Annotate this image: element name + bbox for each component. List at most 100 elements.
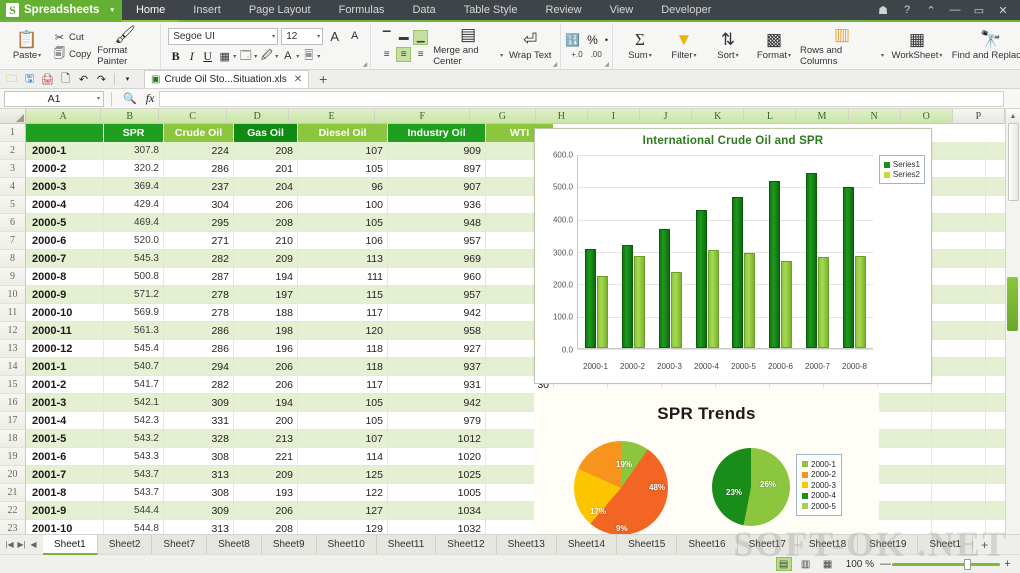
- sort-button[interactable]: ⇅ Sort ▾: [706, 23, 750, 69]
- cell-diesel-oil[interactable]: 129: [298, 520, 388, 534]
- cell-empty[interactable]: [878, 466, 932, 484]
- cell-industry-oil[interactable]: 1020: [388, 448, 486, 466]
- sheet-tab-sheet19[interactable]: Sheet19: [858, 535, 919, 554]
- grow-font-button[interactable]: A: [326, 28, 343, 45]
- cell-empty[interactable]: [932, 304, 986, 322]
- sum-button[interactable]: Σ Sum ▾: [618, 23, 662, 69]
- bar-group[interactable]: [695, 155, 719, 348]
- cell-gas-oil[interactable]: 200: [234, 412, 298, 430]
- cell-empty[interactable]: [986, 268, 1005, 286]
- row-header[interactable]: 8: [0, 250, 26, 268]
- cell-industry-oil[interactable]: 909: [388, 142, 486, 160]
- cell-period[interactable]: 2000-1: [26, 142, 104, 160]
- sheet-tab-sheet1[interactable]: Sheet1: [43, 535, 98, 555]
- cell-spr[interactable]: 543.2: [104, 430, 164, 448]
- select-all-button[interactable]: [0, 109, 26, 124]
- bar-series2[interactable]: [744, 253, 756, 348]
- bar-series2[interactable]: [781, 260, 793, 348]
- cell-empty[interactable]: [986, 160, 1005, 178]
- chevron-down-icon[interactable]: ▾: [110, 7, 114, 14]
- cell-crude-oil[interactable]: 286: [164, 340, 234, 358]
- worksheet-button[interactable]: ▦ WorkSheet ▾: [886, 23, 948, 69]
- tab-view[interactable]: View: [609, 4, 634, 16]
- align-left-icon[interactable]: ≡: [383, 49, 390, 60]
- cell-gas-oil[interactable]: 197: [234, 286, 298, 304]
- cell-empty[interactable]: [986, 250, 1005, 268]
- cell-empty[interactable]: [986, 502, 1005, 520]
- print-preview-icon[interactable]: 🗋: [61, 72, 70, 85]
- chevron-down-icon[interactable]: ▾: [275, 53, 279, 60]
- cell-empty[interactable]: [932, 376, 986, 394]
- chevron-down-icon[interactable]: ▾: [38, 53, 42, 59]
- cell-diesel-oil[interactable]: 96: [298, 178, 388, 196]
- minimize-icon[interactable]: —: [949, 4, 961, 16]
- sheet-tab-sheet8[interactable]: Sheet8: [207, 535, 262, 554]
- zoom-thumb[interactable]: [964, 558, 971, 570]
- customize-qat-icon[interactable]: ▾: [125, 76, 130, 83]
- cell-empty[interactable]: [932, 268, 986, 286]
- search-icon[interactable]: 🔍: [123, 93, 137, 105]
- cell-crude-oil[interactable]: 308: [164, 484, 234, 502]
- fill-color-icon[interactable]: 🖉: [260, 49, 273, 62]
- bold-button[interactable]: B: [171, 48, 180, 63]
- sheet-tab-sheet15[interactable]: Sheet15: [617, 535, 678, 554]
- chevron-down-icon[interactable]: ▾: [880, 53, 884, 59]
- cell-diesel-oil[interactable]: 107: [298, 142, 388, 160]
- row-header[interactable]: 2: [0, 142, 26, 160]
- cell-crude-oil[interactable]: 286: [164, 160, 234, 178]
- cell-empty[interactable]: [986, 520, 1005, 534]
- font-name-select[interactable]: Segoe UI ▾: [168, 27, 279, 45]
- cell-industry-oil[interactable]: 907: [388, 178, 486, 196]
- cell-period[interactable]: 2001-7: [26, 466, 104, 484]
- percent-style-button[interactable]: %: [587, 33, 598, 47]
- cell-empty[interactable]: [878, 430, 932, 448]
- zoom-in-button[interactable]: +: [1004, 558, 1011, 570]
- cell-empty[interactable]: [986, 214, 1005, 232]
- cell-gas-oil[interactable]: 208: [234, 520, 298, 534]
- page-break-view-icon[interactable]: ▦: [822, 558, 833, 570]
- cell-diesel-oil[interactable]: 100: [298, 196, 388, 214]
- cell-spr[interactable]: 429.4: [104, 196, 164, 214]
- cell-spr[interactable]: 500.8: [104, 268, 164, 286]
- cell-gas-oil[interactable]: 208: [234, 214, 298, 232]
- cell-empty[interactable]: [986, 376, 1005, 394]
- chevron-down-icon[interactable]: ▾: [254, 53, 258, 60]
- first-sheet-icon[interactable]: |◀: [5, 540, 14, 549]
- cell-empty[interactable]: [932, 484, 986, 502]
- cell-period[interactable]: 2000-10: [26, 304, 104, 322]
- save-icon[interactable]: 🖫: [24, 72, 35, 85]
- cell-crude-oil[interactable]: 313: [164, 520, 234, 534]
- cell-style-icon[interactable]: 🗔: [239, 49, 252, 62]
- cell-spr[interactable]: 544.4: [104, 502, 164, 520]
- cell-diesel-oil[interactable]: 114: [298, 448, 388, 466]
- cell-crude-oil[interactable]: 331: [164, 412, 234, 430]
- chevron-down-icon[interactable]: ▾: [735, 53, 739, 59]
- add-sheet-button[interactable]: +: [981, 537, 989, 552]
- cell-diesel-oil[interactable]: 105: [298, 160, 388, 178]
- maximize-icon[interactable]: ▭: [973, 4, 985, 17]
- cell-gas-oil[interactable]: 204: [234, 178, 298, 196]
- cell-industry-oil[interactable]: 927: [388, 340, 486, 358]
- sheet-tab-sheet14[interactable]: Sheet14: [556, 535, 618, 554]
- cell-diesel-oil[interactable]: 105: [298, 394, 388, 412]
- cell-empty[interactable]: [932, 232, 986, 250]
- cell-gas-oil[interactable]: 209: [234, 466, 298, 484]
- column-header-J[interactable]: J: [640, 109, 693, 124]
- undo-icon[interactable]: ↶: [78, 73, 89, 86]
- chevron-down-icon[interactable]: ▾: [693, 53, 697, 59]
- cell-gas-oil[interactable]: 198: [234, 322, 298, 340]
- copy-button[interactable]: 🗐 Copy: [53, 47, 91, 62]
- bar-series1[interactable]: [621, 245, 633, 348]
- chevron-down-icon[interactable]: ▾: [788, 53, 792, 59]
- cell-spr[interactable]: 561.3: [104, 322, 164, 340]
- column-header-H[interactable]: H: [535, 109, 588, 124]
- cell-empty[interactable]: [986, 340, 1005, 358]
- cell-diesel-oil[interactable]: 117: [298, 304, 388, 322]
- scrollbar-thumb[interactable]: [1008, 123, 1019, 201]
- cell-period[interactable]: 2000-2: [26, 160, 104, 178]
- row-header[interactable]: 14: [0, 358, 26, 376]
- cell-empty[interactable]: [878, 412, 932, 430]
- cell-industry-oil[interactable]: 1012: [388, 430, 486, 448]
- row-header[interactable]: 11: [0, 304, 26, 322]
- zoom-slider[interactable]: — +: [880, 558, 1012, 570]
